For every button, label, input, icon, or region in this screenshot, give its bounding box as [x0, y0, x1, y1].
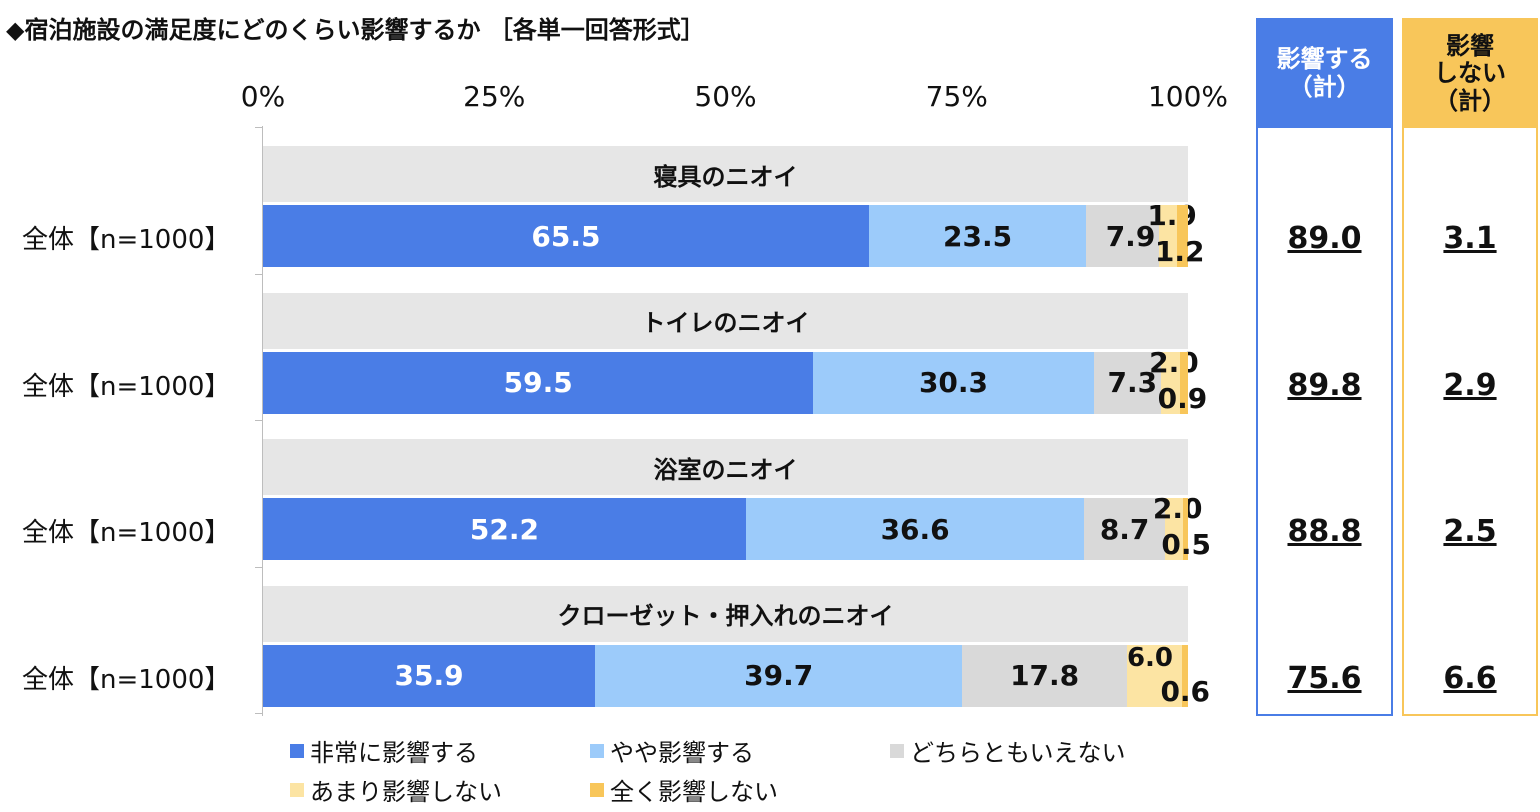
noaffect-total-header: 影響 しない （計）	[1404, 20, 1536, 128]
y-axis-mark	[255, 273, 262, 275]
noaffect-total-panel: 影響 しない （計） 3.1 2.9 2.5 6.6	[1402, 18, 1538, 716]
bar-segment: 7.3	[1093, 351, 1162, 414]
legend-label: どちらともいえない	[910, 739, 1126, 767]
bar-value-label: 7.3	[1107, 366, 1158, 399]
bar-segment: 17.8	[962, 644, 1127, 707]
x-tick-label: 75%	[925, 80, 988, 113]
noaffect-total-value: 3.1	[1443, 221, 1497, 256]
x-tick-label: 25%	[463, 80, 526, 113]
y-axis-mark	[255, 127, 262, 128]
bar-segment	[1179, 351, 1188, 414]
bar-value-label: 0.6	[1160, 674, 1211, 708]
noaffect-total-value: 2.5	[1443, 514, 1497, 549]
bar-segment	[1183, 498, 1188, 560]
bar-value-label: 2.0	[1149, 345, 1199, 379]
bar-value-label: 39.7	[744, 659, 814, 692]
legend-item: 全く影響しない	[590, 772, 890, 807]
noaffect-total-value: 2.9	[1443, 367, 1497, 403]
row-title-band: トイレのニオイ	[263, 292, 1188, 349]
row-label: 全体【n=1000】	[22, 371, 231, 402]
bar-value-label: 59.5	[503, 366, 573, 399]
bar-value-label: 6.0	[1126, 642, 1173, 673]
bar-value-label: 65.5	[531, 219, 601, 253]
bar-value-label: 23.5	[943, 219, 1013, 253]
bar-value-label: 8.7	[1099, 512, 1150, 546]
bar-value-label: 30.3	[918, 366, 989, 399]
legend: 非常に影響する やや影響する どちらともいえないあまり影響しない 全く影響しない	[290, 733, 1230, 807]
legend-item: やや影響する	[590, 733, 890, 768]
legend-swatch	[290, 743, 304, 758]
bar-segment: 23.5	[868, 205, 1087, 267]
affect-total-panel: 影響する （計） 89.0 89.8 88.8 75.6	[1256, 18, 1393, 716]
bar-segment	[1176, 205, 1188, 267]
bar-segment: 52.2	[263, 498, 746, 560]
bar-value-label: 1.2	[1154, 235, 1205, 268]
row-label: 全体【n=1000】	[22, 518, 231, 548]
bar-segment: 35.9	[263, 644, 596, 707]
legend-item: どちらともいえない	[890, 733, 1230, 768]
legend-swatch	[590, 782, 604, 797]
legend-swatch	[890, 743, 904, 758]
bar-value-label: 1.9	[1147, 199, 1197, 232]
bar-value-label: 0.5	[1161, 528, 1211, 561]
affect-total-value: 89.8	[1287, 367, 1362, 403]
bar-segment: 7.9	[1086, 205, 1160, 267]
legend-swatch	[590, 743, 604, 758]
affect-total-value: 89.0	[1287, 221, 1362, 256]
y-axis-mark	[255, 420, 262, 421]
bar-segment: 65.5	[263, 205, 869, 267]
affect-total-value: 75.6	[1287, 660, 1362, 696]
row-title-band: 浴室のニオイ	[263, 439, 1188, 495]
row-label: 全体【n=1000】	[22, 225, 231, 255]
affect-total-header: 影響する （計）	[1258, 20, 1391, 128]
x-tick-label: 100%	[1147, 80, 1229, 113]
affect-total-value: 88.8	[1287, 514, 1362, 549]
bar-value-label: 35.9	[394, 659, 464, 692]
bar-value-label: 17.8	[1010, 659, 1080, 692]
chart-title: ◆宿泊施設の満足度にどのくらい影響するか ［各単一回答形式］	[6, 16, 705, 44]
bar-value-label: 0.9	[1157, 381, 1208, 415]
bar-segment: 6.0	[1126, 642, 1183, 707]
bar-segment: 39.7	[595, 644, 963, 707]
y-axis-mark	[255, 713, 262, 714]
y-axis-mark	[255, 566, 262, 568]
bar-value-label: 2.0	[1152, 492, 1203, 525]
bar-value-label: 52.2	[469, 512, 539, 546]
legend-item: あまり影響しない	[290, 772, 590, 807]
legend-label: やや影響する	[610, 739, 754, 767]
row-title-band: 寝具のニオイ	[263, 146, 1188, 202]
legend-item: 非常に影響する	[290, 733, 590, 768]
bar-segment	[1164, 498, 1184, 560]
bar-segment	[1161, 351, 1180, 414]
legend-swatch	[290, 782, 304, 797]
noaffect-total-value: 6.6	[1443, 660, 1497, 696]
bar-value-label: 36.6	[880, 512, 950, 546]
x-tick-label: 0%	[240, 80, 286, 113]
legend-label: あまり影響しない	[310, 778, 502, 806]
row-title-band: クローゼット・押入れのニオイ	[263, 585, 1188, 642]
legend-label: 非常に影響する	[310, 739, 478, 767]
bar-value-label: 7.9	[1105, 219, 1156, 253]
row-label: 全体【n=1000】	[22, 664, 231, 695]
bar-segment: 30.3	[813, 351, 1094, 414]
bar-segment	[1159, 205, 1177, 267]
x-tick-label: 50%	[694, 80, 757, 113]
bar-segment	[1182, 644, 1188, 707]
y-axis-line	[262, 126, 263, 716]
bar-segment: 59.5	[263, 351, 814, 414]
legend-label: 全く影響しない	[610, 778, 778, 806]
bar-segment: 36.6	[745, 498, 1085, 560]
bar-segment: 8.7	[1084, 498, 1165, 560]
